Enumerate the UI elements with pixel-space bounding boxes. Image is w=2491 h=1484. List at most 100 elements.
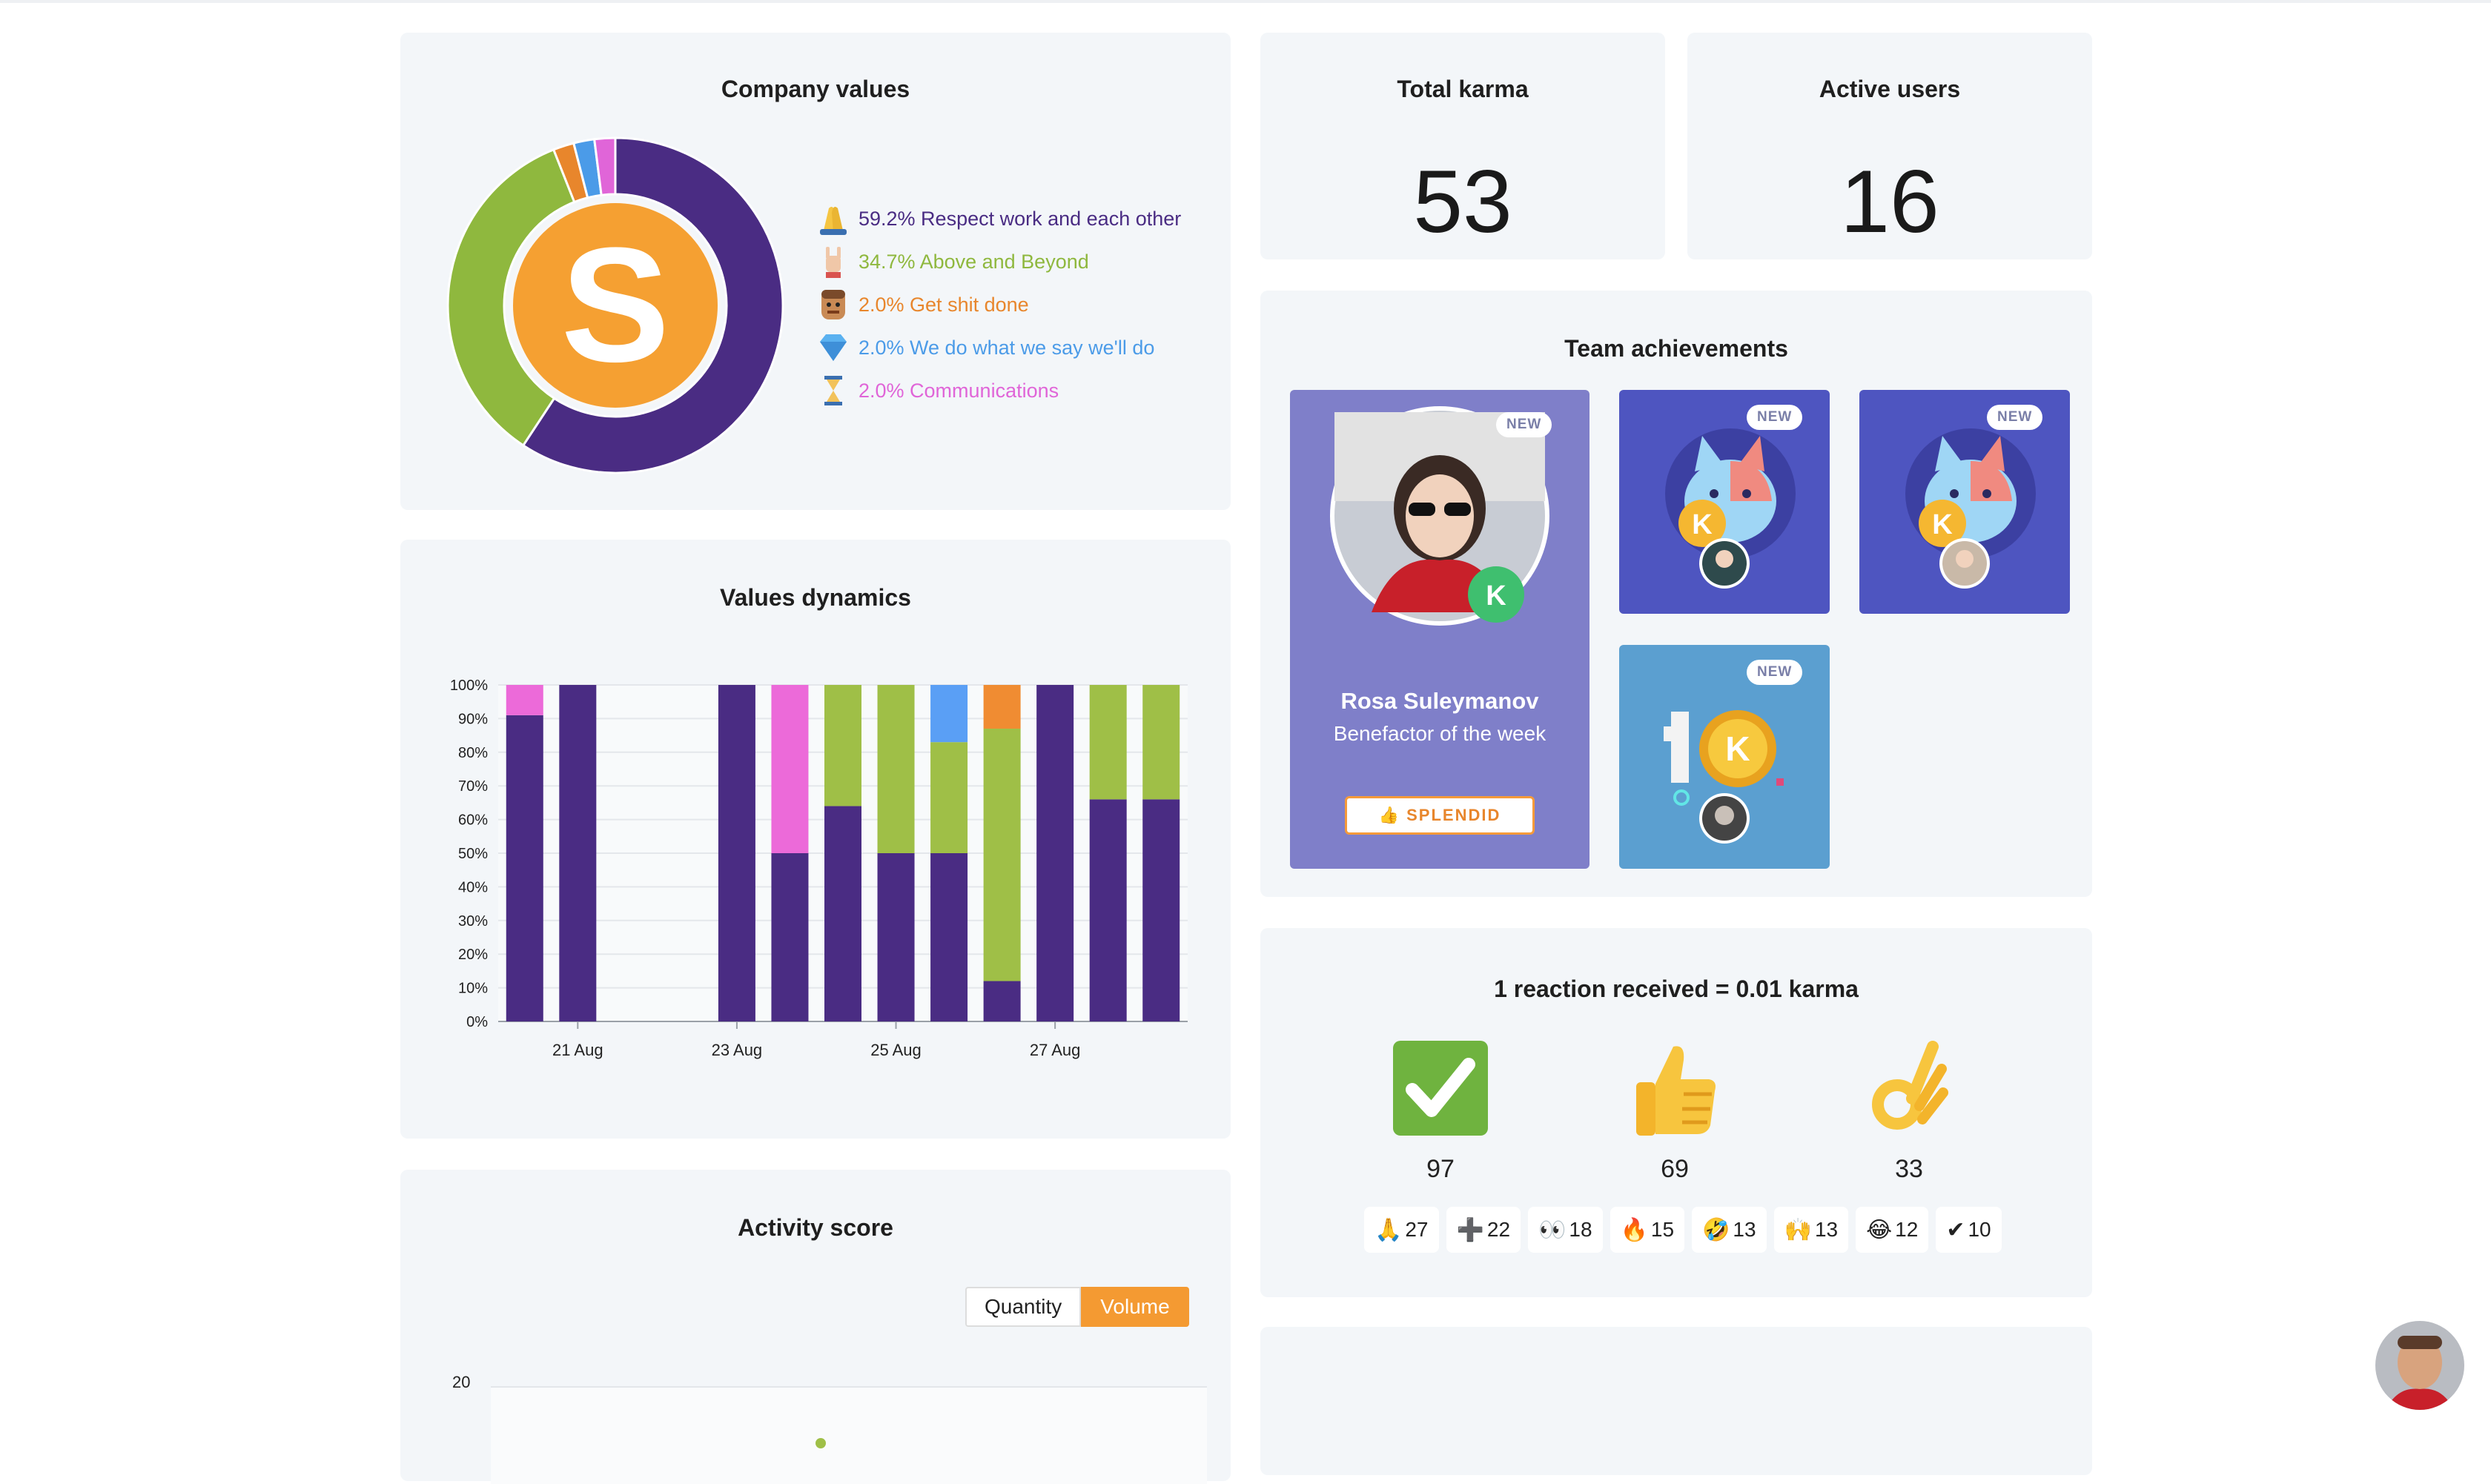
support-chat-avatar[interactable] [2375,1321,2464,1410]
lucky-cat-icon: K [1665,428,1796,589]
bar-segment [1142,685,1180,800]
activity-score-card: Activity score Quantity Volume 20 [400,1170,1231,1484]
bar-segment [506,715,543,1021]
y-tick-label: 50% [458,846,488,862]
reaction-ok-hand: 33 [1853,1039,1965,1184]
active-users-value: 16 [1840,152,1939,251]
achievement-user-name: Rosa Suleymanov [1340,688,1539,714]
reaction-chips: 🙏 27 ➕ 22 👀 18 🔥 15 🤣 13 🙌 13 😂 12 ✔ 10 [1364,1207,2002,1253]
chip-count: 15 [1650,1218,1675,1241]
check-box-icon [1393,1041,1488,1136]
activity-score-title: Activity score [738,1214,893,1241]
achievement-lucky-cat-2[interactable]: K NEW [1859,390,2070,614]
svg-text:K: K [1932,509,1953,540]
bar-segment [1089,799,1127,1021]
company-values-title: Company values [721,76,910,102]
rock-hand-icon [816,245,851,278]
logo-circle [510,200,721,411]
reaction-count: 33 [1895,1155,1923,1183]
bar-segment [771,685,809,853]
ten-coins-icon: K [1664,710,1784,844]
logo-letter: S [561,213,670,396]
bar-segment [983,685,1021,729]
hourglass-icon [816,374,851,407]
values-dynamics-title: Values dynamics [720,584,911,611]
bar-segment [930,742,968,853]
thumbs-up-icon [1636,1046,1716,1136]
reaction-chip[interactable]: ➕ 22 [1446,1207,1521,1253]
svg-text:K: K [1725,729,1750,768]
x-tick-label: 25 Aug [870,1041,922,1059]
reaction-thumbs-up: 69 [1619,1039,1730,1184]
reaction-chip[interactable]: ✔ 10 [1936,1207,2002,1253]
bar-segment [877,685,915,853]
reaction-chip[interactable]: 😂 12 [1856,1207,1929,1253]
donut-slice [592,136,617,196]
total-karma-card: Total karma 53 [1260,33,1665,259]
new-badge: NEW [1496,412,1552,437]
svg-text:K: K [1486,580,1506,612]
bar-segment [824,806,861,1021]
active-users-card: Active users 16 [1687,33,2092,259]
reaction-chip[interactable]: 🙌 13 [1773,1207,1849,1253]
chip-count: 22 [1486,1218,1511,1241]
activity-y-tick: 20 [452,1373,471,1391]
reaction-count: 97 [1426,1155,1455,1183]
joy-icon: 😂 [1866,1217,1893,1242]
new-badge: NEW [1747,405,1803,430]
lucky-cat-icon: K [1905,428,2036,589]
rofl-icon: 🤣 [1702,1217,1730,1242]
worker-face-icon [816,288,851,321]
values-dynamics-card: Values dynamics 0% 10% 20% 30% 40% 50% 60% 70% 8… [400,540,1231,1139]
achievement-lucky-cat-1[interactable]: K NEW [1619,390,1830,614]
chip-count: 18 [1569,1218,1592,1241]
legend-label: 2.0% Communications [859,379,1059,402]
reaction-chip[interactable]: 🤣 13 [1692,1207,1767,1253]
reaction-chip[interactable]: 👀 18 [1528,1207,1603,1253]
achievement-featured[interactable]: K NEW Rosa Suleymanov Benefactor of the … [1290,390,1589,869]
x-tick-label: 27 Aug [1030,1041,1081,1059]
bar-segment [506,685,543,715]
bar-segment [1142,799,1180,1021]
values-dynamics-chart: 0% 10% 20% 30% 40% 50% 60% 70% 80% 90% 100% 21 Aug… [450,678,1188,1059]
pray-icon: 🙏 [1374,1217,1403,1242]
reaction-chip[interactable]: 🙏 27 [1364,1207,1439,1253]
empty-card [1260,1327,2092,1475]
svg-text:K: K [1692,509,1713,540]
volume-toggle-button[interactable]: Volume [1081,1287,1189,1327]
activity-gridline [491,1386,1207,1388]
total-karma-value: 53 [1413,152,1512,251]
new-badge: NEW [1747,660,1803,685]
legend-label: 2.0% We do what we say we'll do [859,336,1155,359]
bar-segment [1089,685,1127,800]
legend-item: 34.7% Above and Beyond [816,240,1181,283]
team-achievements-card: Team achievements K NEW Rosa Suleymanov … [1260,291,2092,897]
activity-data-point [816,1438,826,1448]
achievement-ten-coins[interactable]: K NEW [1619,645,1830,869]
y-tick-label: 30% [458,913,488,930]
praying-hands-icon [816,202,851,235]
chip-count: 13 [1733,1218,1756,1241]
quantity-toggle-button[interactable]: Quantity [965,1287,1082,1327]
diamond-icon [816,331,851,364]
donut-slice [446,148,576,447]
activity-toggle: Quantity Volume [965,1287,1189,1327]
checkmark-icon: ✔ [1946,1217,1965,1242]
reaction-count: 69 [1661,1155,1689,1183]
splendid-button[interactable]: 👍 SPLENDID [1345,796,1535,835]
bar-segment [771,853,809,1021]
activity-chart-area [491,1388,1207,1484]
bar-segment [559,685,597,1021]
bar-segment [983,981,1021,1021]
fire-icon: 🔥 [1620,1217,1648,1242]
legend-item: 2.0% We do what we say we'll do [816,326,1181,369]
y-tick-label: 0% [466,1014,488,1030]
legend-label: 2.0% Get shit done [859,293,1029,316]
active-users-title: Active users [1819,76,1961,102]
legend-item: 2.0% Communications [816,369,1181,412]
bar-segment [877,853,915,1021]
y-tick-label: 60% [458,812,488,829]
reaction-chip[interactable]: 🔥 15 [1610,1207,1685,1253]
y-tick-label: 20% [458,947,488,963]
y-tick-label: 70% [458,778,488,795]
